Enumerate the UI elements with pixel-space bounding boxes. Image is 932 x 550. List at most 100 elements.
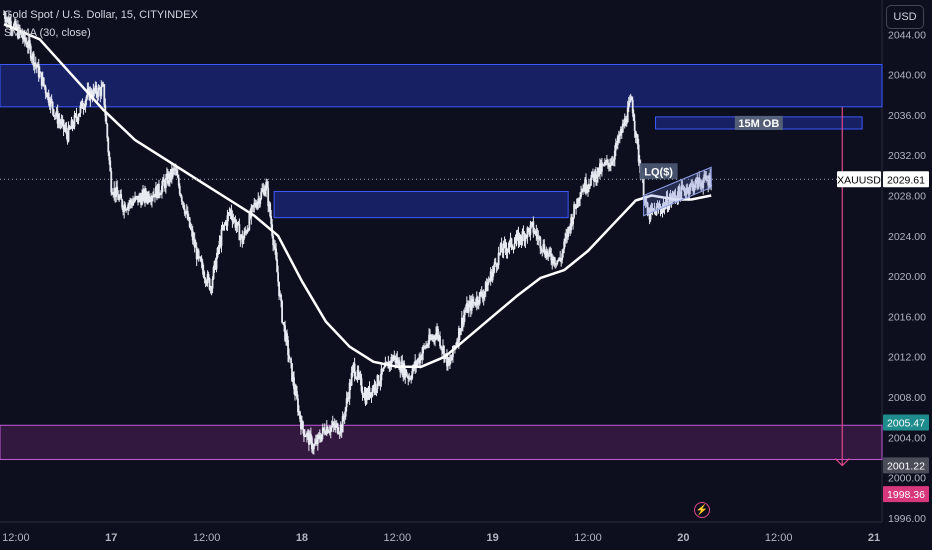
candle-body (633, 120, 636, 131)
candle-body (567, 227, 570, 238)
candle-body (41, 77, 44, 86)
candle-body (20, 33, 23, 38)
candle-body (221, 228, 224, 230)
candle-body (109, 160, 112, 172)
candle-body (531, 221, 534, 223)
candle-body (584, 179, 586, 192)
candle-body (512, 248, 515, 250)
lq-label: LQ($) (644, 166, 673, 178)
time-tick-label: 17 (105, 532, 117, 544)
price-tick-label: 2012.00 (888, 352, 926, 364)
lightning-icon[interactable]: ⚡ (694, 502, 710, 518)
candle-body (226, 215, 229, 226)
candle-body (3, 14, 5, 16)
candle-body (211, 278, 214, 289)
candle-body (160, 185, 163, 194)
candle-body (522, 231, 525, 234)
candle-body (491, 271, 494, 281)
candle-body (497, 252, 500, 266)
candle-body (680, 185, 683, 200)
candle-body (314, 440, 317, 444)
candle-body (547, 253, 550, 257)
candle-body (685, 190, 688, 195)
candle-body (293, 377, 295, 390)
candle-body (416, 361, 419, 366)
candle-body (352, 363, 355, 368)
candle-body (219, 240, 222, 246)
candle-body (409, 378, 412, 380)
candle-body (232, 219, 235, 222)
candle-body (249, 213, 252, 218)
price-axis[interactable]: 1996.00 2000.00 2004.00 2008.00 2012.00 2016.… (837, 29, 929, 525)
candle-body (405, 369, 408, 376)
candle-body (631, 99, 634, 114)
candle-body (394, 355, 397, 363)
candle-body (418, 358, 421, 363)
candle-body (708, 175, 711, 186)
candle-body (602, 164, 605, 166)
candle-body (71, 120, 74, 127)
candle-body (542, 244, 545, 251)
candle-body (443, 346, 445, 359)
candle-body (80, 101, 83, 106)
currency-button[interactable]: USD (886, 5, 924, 29)
candle-body (592, 171, 594, 175)
candle-body (532, 221, 535, 233)
candle-body (489, 271, 492, 280)
candle-body (367, 387, 370, 398)
candle-body (511, 247, 514, 249)
candle-body (59, 122, 62, 125)
candle-body (45, 93, 48, 98)
zone-demand-3 (0, 424, 883, 461)
candle-body (302, 421, 304, 430)
candle-body (624, 118, 627, 124)
candle-body (145, 190, 147, 198)
candle-body (53, 115, 56, 117)
candle-body (503, 242, 506, 244)
candle-body (294, 389, 296, 396)
candle-body (621, 123, 624, 133)
indicator-legend[interactable]: SMMA (30, close) (4, 27, 91, 39)
candle-body (341, 416, 344, 433)
candle-body (450, 360, 452, 362)
zones-layer: 15M OB (0, 63, 883, 461)
candle-body (520, 240, 523, 242)
candle-body (33, 62, 36, 67)
candle-body (77, 116, 80, 121)
candle-body (632, 113, 635, 121)
candle-body (266, 182, 269, 188)
candle-body (666, 196, 669, 210)
candle-body (644, 201, 647, 203)
candle-body (677, 186, 680, 201)
candle-body (647, 210, 650, 215)
candle-body (396, 357, 399, 364)
symbol-title[interactable]: Gold Spot / U.S. Dollar, 15, CITYINDEX (4, 9, 198, 21)
candle-body (159, 194, 161, 196)
candle-body (427, 344, 429, 346)
candle-body (663, 203, 666, 209)
candle-body (118, 197, 121, 200)
candle-body (597, 167, 599, 178)
candle-body (543, 244, 546, 254)
time-axis[interactable]: 12:00 17 12:00 18 12:00 19 12:00 20 12:00 21 (2, 532, 880, 544)
candle-body (709, 175, 712, 187)
candle-body (609, 164, 612, 166)
candle-body (198, 256, 201, 258)
candle-body (477, 303, 480, 305)
candle-body (430, 337, 432, 340)
candle-body (560, 260, 563, 262)
candle-body (139, 195, 141, 199)
candle-body (612, 159, 615, 162)
candle-body (406, 375, 409, 377)
candle-body (265, 182, 268, 191)
candle-body (488, 279, 491, 282)
candle-body (625, 122, 628, 124)
candle-body (141, 194, 143, 205)
candle-body (7, 16, 9, 20)
price-tick-label: 2040.00 (888, 70, 926, 82)
candle-body (412, 365, 415, 372)
time-tick-label: 12:00 (193, 532, 221, 544)
candle-body (615, 143, 618, 145)
candle-body (519, 234, 522, 241)
